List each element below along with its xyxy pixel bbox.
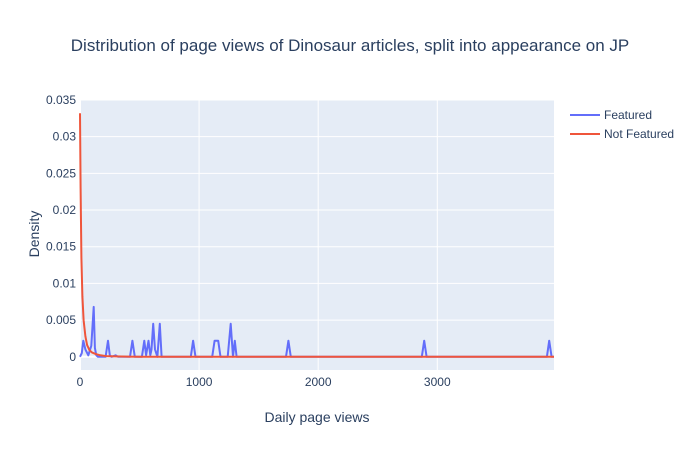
legend-label: Featured xyxy=(604,108,652,122)
y-axis-label: Density xyxy=(26,211,42,258)
y-tick-label: 0.025 xyxy=(46,166,76,180)
x-tick-label: 3000 xyxy=(424,375,451,389)
series-line-not-featured[interactable] xyxy=(79,113,554,358)
x-axis-label: Daily page views xyxy=(264,409,369,425)
x-tick-labels: 0 1000 2000 3000 xyxy=(77,375,451,389)
y-tick-labels: 0 0.005 0.01 0.015 0.02 0.025 0.03 0.035 xyxy=(46,93,76,364)
y-tick-label: 0.015 xyxy=(46,240,76,254)
series-layer xyxy=(79,113,554,358)
legend-item[interactable]: Featured xyxy=(570,108,652,122)
legend-label: Not Featured xyxy=(604,127,674,141)
x-tick-label: 1000 xyxy=(186,375,213,389)
y-tick-label: 0.01 xyxy=(53,276,77,290)
y-tick-label: 0.005 xyxy=(46,313,76,327)
y-tick-label: 0.03 xyxy=(53,130,77,144)
chart-title: Distribution of page views of Dinosaur a… xyxy=(71,36,629,55)
y-tick-label: 0.02 xyxy=(53,203,77,217)
legend-item[interactable]: Not Featured xyxy=(570,127,674,141)
y-tick-label: 0.035 xyxy=(46,93,76,107)
legend[interactable]: Featured Not Featured xyxy=(570,108,674,141)
plot-area xyxy=(80,100,554,370)
x-tick-label: 0 xyxy=(77,375,84,389)
x-tick-label: 2000 xyxy=(305,375,332,389)
y-tick-label: 0 xyxy=(69,350,76,364)
